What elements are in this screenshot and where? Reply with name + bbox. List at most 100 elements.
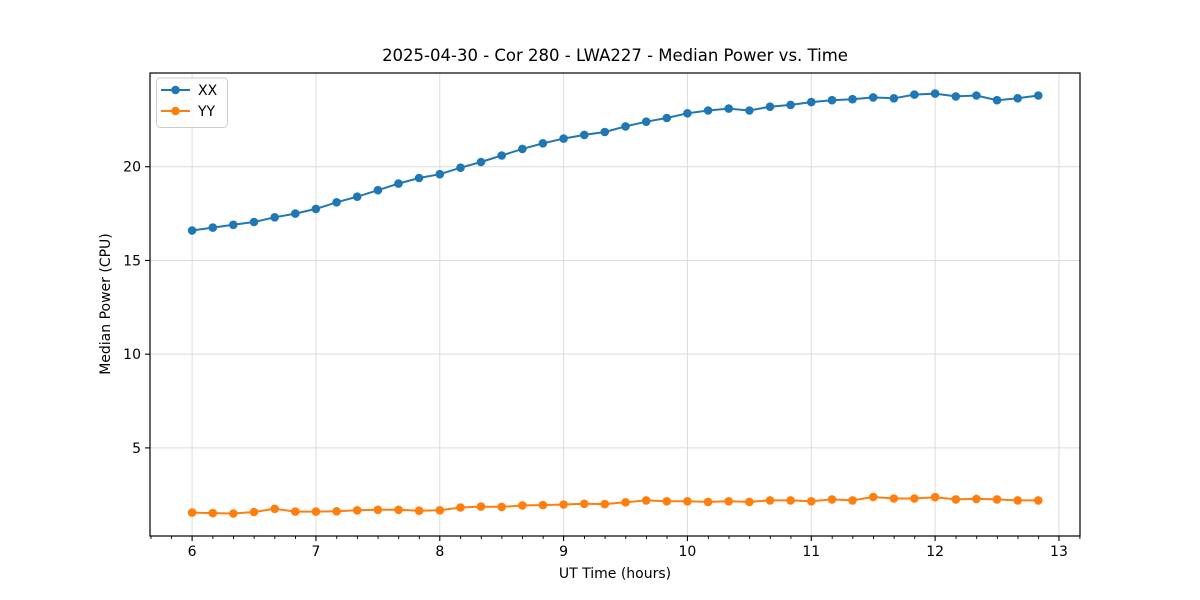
data-point-marker xyxy=(497,502,507,512)
data-point-marker xyxy=(187,226,197,235)
data-point-marker xyxy=(229,509,238,518)
legend-label: YY xyxy=(197,104,216,120)
data-point-marker xyxy=(1013,496,1022,505)
data-point-marker xyxy=(332,507,341,516)
x-tick-label: 11 xyxy=(802,544,820,560)
data-point-marker xyxy=(291,507,300,516)
data-point-marker xyxy=(641,117,651,126)
data-point-marker xyxy=(332,198,341,207)
data-point-marker xyxy=(641,496,651,505)
data-point-marker xyxy=(456,163,465,172)
data-point-marker xyxy=(724,497,733,506)
grid xyxy=(150,73,1080,536)
data-point-marker xyxy=(373,185,383,195)
legend-marker xyxy=(171,106,180,116)
data-point-marker xyxy=(414,173,424,183)
x-axis-label: UT Time (hours) xyxy=(559,566,671,582)
data-point-marker xyxy=(662,497,672,506)
data-point-marker xyxy=(580,499,589,509)
data-point-marker xyxy=(827,95,837,105)
y-tick-label: 15 xyxy=(123,253,141,269)
data-point-marker xyxy=(972,91,981,100)
data-point-marker xyxy=(786,496,795,505)
legend-marker xyxy=(171,85,180,95)
data-point-marker xyxy=(765,496,775,505)
data-point-marker xyxy=(249,217,259,227)
data-point-marker xyxy=(745,497,754,507)
data-point-marker xyxy=(972,494,981,504)
data-point-marker xyxy=(848,496,857,505)
data-point-marker xyxy=(765,102,775,111)
data-point-marker xyxy=(373,505,383,515)
data-point-marker xyxy=(1034,496,1043,505)
y-tick-label: 20 xyxy=(123,160,141,176)
tick-labels: 6 7 8 9 10 11 12 13 5 10 15 20 xyxy=(123,160,1068,560)
data-point-marker xyxy=(662,113,672,123)
data-point-marker xyxy=(435,506,445,515)
axis-ticks xyxy=(145,166,1081,541)
data-point-marker xyxy=(394,505,403,515)
data-point-marker xyxy=(291,209,300,218)
data-point-marker xyxy=(497,151,507,160)
data-point-marker xyxy=(992,495,1002,504)
x-tick-label: 13 xyxy=(1050,544,1068,560)
data-point-marker xyxy=(435,169,445,179)
data-point-marker xyxy=(910,90,919,99)
data-point-marker xyxy=(683,109,692,118)
data-point-marker xyxy=(930,492,940,502)
chart-title: 2025-04-30 - Cor 280 - LWA227 - Median P… xyxy=(382,46,848,65)
data-point-marker xyxy=(229,220,238,230)
data-point-marker xyxy=(724,104,733,113)
data-point-marker xyxy=(703,497,713,507)
data-point-marker xyxy=(518,501,527,510)
data-point-marker xyxy=(270,504,280,514)
x-tick-label: 7 xyxy=(311,544,320,560)
data-point-marker xyxy=(518,144,527,154)
data-point-marker xyxy=(889,494,899,503)
y-tick-label: 5 xyxy=(132,441,141,457)
data-point-marker xyxy=(600,127,610,137)
data-point-marker xyxy=(559,134,568,143)
y-axis-label: Median Power (CPU) xyxy=(98,233,114,375)
data-point-marker xyxy=(951,92,961,101)
data-point-marker xyxy=(580,130,589,140)
data-point-marker xyxy=(930,89,940,98)
data-point-marker xyxy=(187,508,197,517)
data-point-marker xyxy=(807,497,816,506)
data-point-marker xyxy=(827,495,837,504)
data-point-marker xyxy=(600,499,610,509)
data-point-marker xyxy=(394,179,403,188)
data-point-marker xyxy=(311,204,321,214)
data-point-marker xyxy=(1013,94,1022,103)
data-point-marker xyxy=(476,157,486,167)
data-point-marker xyxy=(311,507,321,516)
data-point-marker xyxy=(1034,91,1043,100)
data-point-marker xyxy=(456,503,465,512)
data-point-marker xyxy=(868,93,878,102)
data-point-marker xyxy=(745,106,754,115)
data-point-marker xyxy=(538,139,548,148)
data-point-marker xyxy=(621,122,630,131)
legend: XX YY xyxy=(156,77,228,128)
data-point-marker xyxy=(414,506,424,515)
x-tick-label: 9 xyxy=(559,544,568,560)
plot-frame xyxy=(149,72,1081,537)
data-point-marker xyxy=(352,192,362,201)
legend-entry-XX: XX xyxy=(161,83,218,99)
data-point-marker xyxy=(208,223,218,232)
data-point-marker xyxy=(868,492,878,502)
data-point-marker xyxy=(683,497,692,506)
data-point-marker xyxy=(848,94,857,104)
data-point-marker xyxy=(786,100,795,110)
data-point-marker xyxy=(208,508,218,518)
data-point-marker xyxy=(559,500,568,509)
x-tick-label: 8 xyxy=(435,544,444,560)
data-point-marker xyxy=(703,106,713,115)
data-point-marker xyxy=(476,502,486,511)
series-YY xyxy=(187,492,1043,518)
data-point-marker xyxy=(992,95,1002,105)
data-point-marker xyxy=(621,498,630,507)
legend-label: XX xyxy=(198,83,218,99)
data-point-marker xyxy=(249,507,259,517)
